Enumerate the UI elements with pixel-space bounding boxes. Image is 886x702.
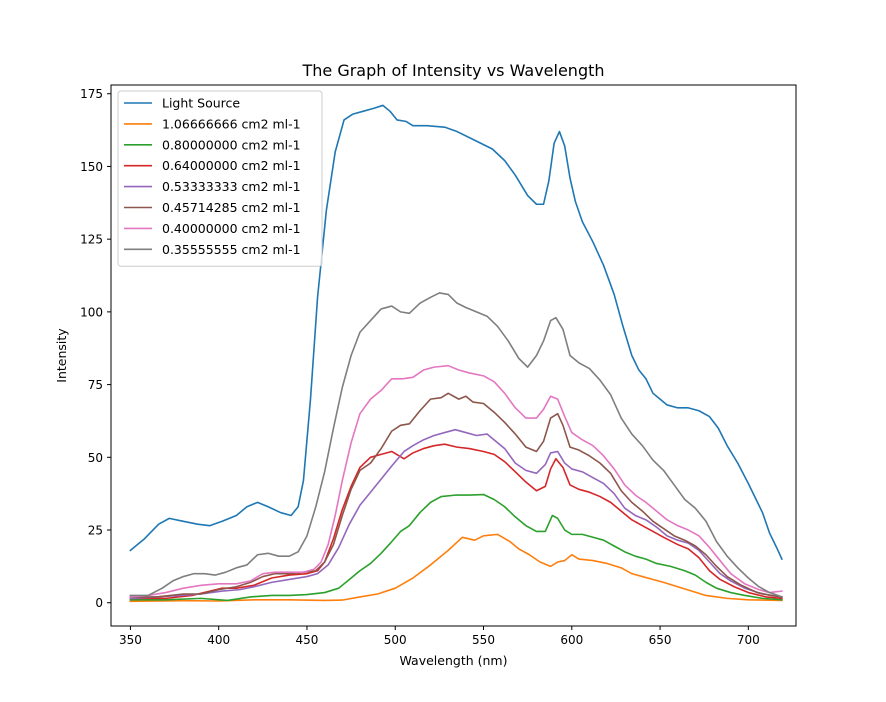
y-tick-label: 0: [95, 596, 103, 610]
x-axis: 350 400 450 500 550 600 650 700: [119, 626, 760, 647]
x-tick-label: 700: [737, 633, 760, 647]
y-tick-label: 25: [88, 524, 103, 538]
legend-entry: 0.45714285 cm2 ml-1: [162, 200, 301, 215]
y-axis: 0 25 50 75 100 125 150 175: [80, 87, 111, 610]
x-tick-label: 600: [560, 633, 583, 647]
legend-entry: 0.35555555 cm2 ml-1: [162, 242, 301, 257]
series-line-5: [129, 428, 783, 600]
y-tick-label: 125: [80, 233, 103, 247]
x-tick-label: 500: [384, 633, 407, 647]
x-axis-label: Wavelength (nm): [400, 653, 508, 668]
y-tick-label: 75: [88, 378, 103, 392]
y-tick-label: 50: [88, 451, 103, 465]
y-tick-label: 175: [80, 87, 103, 101]
x-tick-label: 650: [649, 633, 672, 647]
legend-entry: 0.53333333 cm2 ml-1: [162, 179, 301, 194]
series-line-8: [129, 292, 783, 598]
legend-entry: Light Source: [162, 96, 240, 111]
series-line-7: [129, 364, 783, 598]
legend-box: [117, 90, 323, 267]
legend-entry: 0.40000000 cm2 ml-1: [162, 221, 301, 236]
legend-entry: 0.80000000 cm2 ml-1: [162, 137, 301, 152]
x-tick-label: 550: [472, 633, 495, 647]
plot-area-frame: [110, 84, 797, 627]
y-tick-label: 100: [80, 305, 103, 319]
y-axis-label: Intensity: [54, 328, 69, 383]
x-tick-label: 400: [207, 633, 230, 647]
legend-entry: 0.64000000 cm2 ml-1: [162, 158, 301, 173]
legend: Light Source 1.06666666 cm2 ml-1 0.8000000…: [117, 90, 323, 267]
series-line-2: [129, 533, 783, 603]
series-line-4: [129, 443, 783, 600]
series-layer: [129, 104, 783, 603]
x-tick-label: 450: [296, 633, 319, 647]
chart-title: The Graph of Intensity vs Wavelength: [301, 61, 604, 80]
y-tick-label: 150: [80, 160, 103, 174]
legend-entry: 1.06666666 cm2 ml-1: [162, 116, 301, 131]
series-line-1: [129, 104, 783, 561]
series-line-3: [129, 493, 783, 602]
x-tick-label: 350: [119, 633, 142, 647]
